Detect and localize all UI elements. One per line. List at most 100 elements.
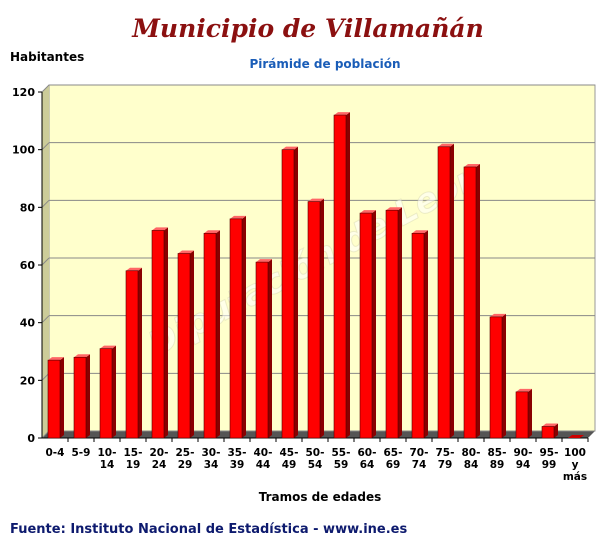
bar [255, 261, 269, 439]
x-tick-label: 65- [384, 447, 403, 459]
bar-top [308, 198, 324, 202]
x-tick-label: 85- [488, 447, 507, 459]
bar-top [490, 313, 506, 317]
x-tick-label: y [572, 459, 579, 471]
grid-line-depth [41, 142, 50, 151]
bar [437, 146, 451, 439]
y-tick-label: 60 [20, 259, 36, 272]
source-footer: Fuente: Instituto Nacional de Estadístic… [10, 522, 408, 537]
bar-top [126, 267, 142, 271]
x-tick-label: 79 [438, 459, 453, 471]
x-tick-label: 59 [334, 459, 349, 471]
x-tick-label: más [563, 471, 587, 483]
x-tick-label: 80- [462, 447, 481, 459]
bar [568, 435, 584, 438]
bar-side [164, 227, 168, 438]
x-tick-label: 69 [386, 459, 401, 471]
x-tick-label: 74 [412, 459, 427, 471]
x-axis-label: Tramos de edades [258, 490, 382, 504]
grid-line-depth [41, 199, 50, 208]
bar [541, 426, 555, 439]
x-tick-label: 5-9 [72, 447, 91, 459]
bar-side [554, 423, 558, 438]
bar [151, 230, 165, 439]
x-tick-label: 64 [360, 459, 375, 471]
bar [359, 212, 373, 439]
y-tick-label: 100 [12, 144, 35, 157]
x-tick-label: 34 [204, 459, 219, 471]
bar-top [464, 163, 480, 167]
bar-side [190, 250, 194, 438]
x-tick-label: 70- [410, 447, 429, 459]
x-tick-label: 89 [490, 459, 505, 471]
x-tick-label: 40- [254, 447, 273, 459]
x-tick-label: 94 [516, 459, 531, 471]
bar-top [516, 388, 532, 392]
bar-side [138, 267, 142, 438]
x-tick-label: 19 [126, 459, 141, 471]
y-axis-label: Habitantes [10, 50, 85, 64]
bar [125, 270, 139, 439]
x-tick-label: 44 [256, 459, 271, 471]
bar-top [48, 357, 64, 361]
grid-line-depth [41, 84, 50, 93]
x-tick-label: 99 [542, 459, 557, 471]
x-tick-label: 100 [564, 447, 586, 459]
x-tick-label: 20- [150, 447, 169, 459]
x-tick-label: 30- [202, 447, 221, 459]
chart-title: Pirámide de población [249, 57, 401, 71]
bar-top [204, 230, 220, 234]
x-tick-label: 45- [280, 447, 299, 459]
bar-side [346, 112, 350, 439]
bar-top [74, 354, 90, 358]
bar [229, 218, 243, 439]
bar-side [320, 198, 324, 438]
x-tick-label: 24 [152, 459, 167, 471]
x-tick-label: 35- [228, 447, 247, 459]
bar-side [372, 210, 376, 438]
x-tick-label: 84 [464, 459, 479, 471]
bar [177, 253, 191, 439]
bar-side [268, 259, 272, 438]
bar-side [216, 230, 220, 438]
bar [385, 209, 399, 439]
bar-top [100, 345, 116, 349]
bar [73, 356, 87, 439]
bar-side [112, 345, 116, 438]
bar-side [528, 388, 532, 438]
bar [463, 166, 477, 439]
grid-line-depth [41, 257, 50, 266]
bar-top [412, 230, 428, 234]
x-tick-label: 60- [358, 447, 377, 459]
bar [281, 149, 295, 439]
bar [515, 391, 529, 439]
page-title: Municipio de Villamañán [132, 14, 484, 43]
bar-top [152, 227, 168, 231]
bar [203, 232, 217, 439]
bar [47, 359, 61, 439]
bar-top [438, 143, 454, 147]
y-tick-label: 20 [20, 374, 36, 387]
grid-line-depth [41, 315, 50, 324]
x-tick-label: 90- [514, 447, 533, 459]
bar [489, 316, 503, 439]
y-tick-label: 80 [20, 201, 36, 214]
x-tick-label: 75- [436, 447, 455, 459]
bar-top [256, 259, 272, 263]
bar [307, 201, 321, 439]
x-tick-label: 39 [230, 459, 245, 471]
x-tick-label: 0-4 [46, 447, 65, 459]
bar-side [60, 357, 64, 438]
bar-top [230, 215, 246, 219]
bar-side [86, 354, 90, 438]
x-tick-label: 54 [308, 459, 323, 471]
x-tick-label: 25- [176, 447, 195, 459]
bar [411, 232, 425, 439]
x-tick-label: 50- [306, 447, 325, 459]
x-tick-label: 95- [540, 447, 559, 459]
bar-side [424, 230, 428, 438]
bar [333, 114, 347, 439]
bar-side [398, 207, 402, 438]
bar [99, 348, 113, 439]
